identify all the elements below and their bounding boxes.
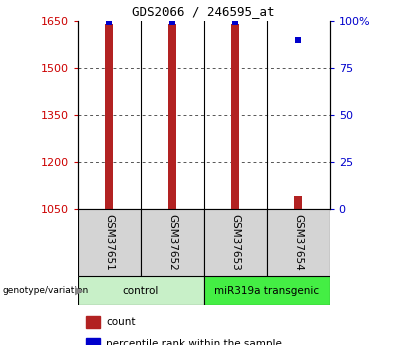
Bar [105,24,113,209]
Text: miR319a transgenic: miR319a transgenic [214,286,319,296]
Bar [86,338,100,345]
Bar [204,276,330,305]
Text: GSM37654: GSM37654 [293,214,303,271]
Bar [267,209,330,276]
Text: control: control [123,286,159,296]
Title: GDS2066 / 246595_at: GDS2066 / 246595_at [132,5,275,18]
Bar [78,276,204,305]
Text: GSM37653: GSM37653 [230,214,240,271]
Text: count: count [106,317,136,327]
Text: percentile rank within the sample: percentile rank within the sample [106,339,282,345]
Text: GSM37652: GSM37652 [167,214,177,271]
Bar [204,209,267,276]
Text: genotype/variation: genotype/variation [2,286,88,295]
Bar [168,24,176,209]
Bar [78,209,141,276]
Text: GSM37651: GSM37651 [104,214,114,271]
Text: ▶: ▶ [75,286,83,296]
Bar [294,196,302,209]
Bar [141,209,204,276]
Bar [231,24,239,209]
Bar [86,316,100,328]
